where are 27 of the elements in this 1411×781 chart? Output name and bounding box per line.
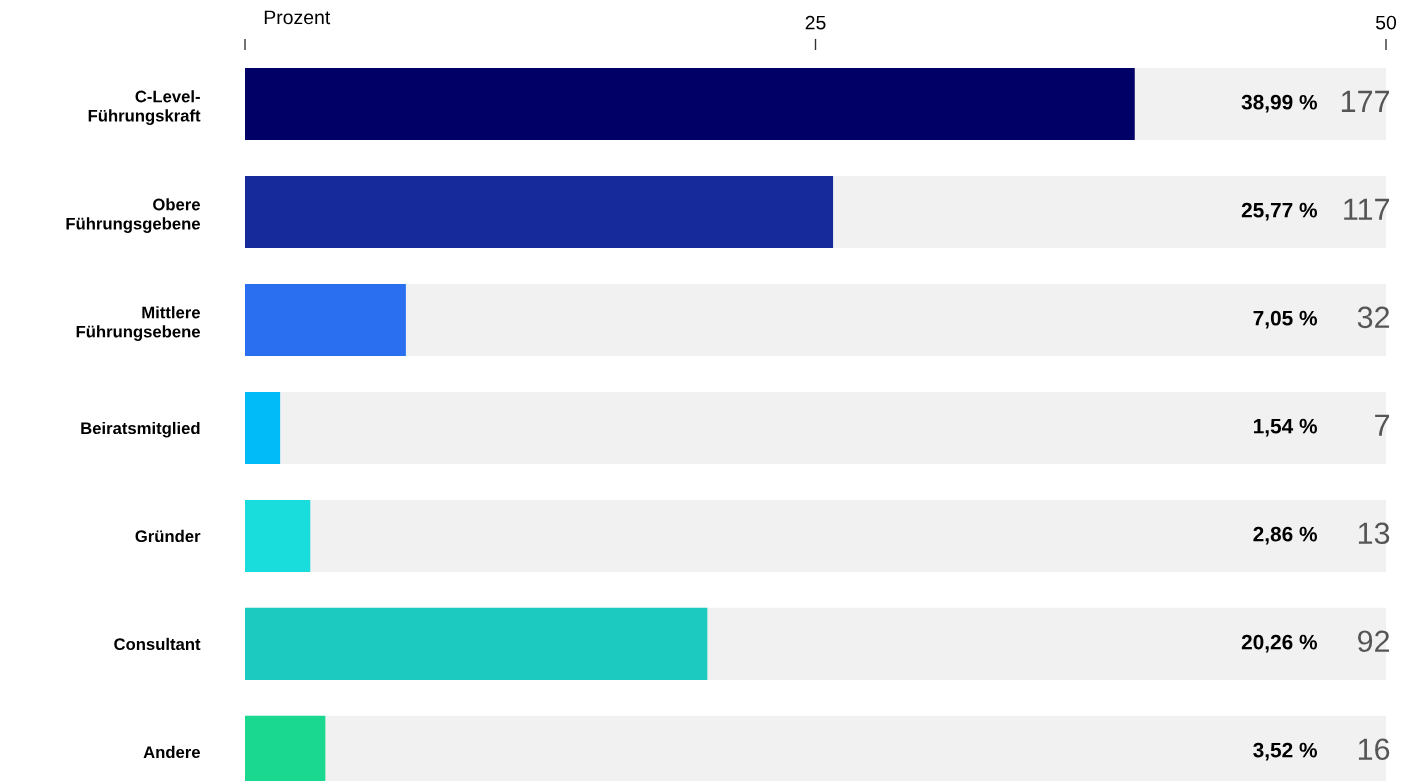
bar: [245, 499, 311, 572]
x-axis-title: Prozent: [264, 10, 331, 25]
y-tick-label: Andere: [143, 745, 200, 759]
y-tick-label: Gründer: [135, 529, 201, 543]
data-label: 1,54 %: [1254, 418, 1317, 437]
data-label: 3,52 %: [1253, 742, 1317, 761]
annotation: 13: [1358, 522, 1390, 545]
x-tick-label: 50: [1375, 15, 1397, 30]
data-label: 25,77 %: [1241, 202, 1317, 221]
data-label: 7,05 %: [1253, 310, 1317, 329]
y-tick-label: Obere Führungsgebene: [66, 198, 200, 233]
bar: [245, 283, 406, 356]
bar: [245, 391, 281, 464]
data-label: 38,99 %: [1241, 94, 1317, 113]
annotation: 16: [1358, 738, 1390, 761]
y-tick-label: Mittlere Führungsebene: [76, 306, 200, 341]
data-label: 2,86 %: [1253, 526, 1317, 545]
annotation: 92: [1358, 630, 1390, 653]
y-tick-label: Consultant: [114, 637, 201, 651]
annotation: 177: [1341, 90, 1390, 112]
data-label: 20,26 %: [1241, 634, 1317, 653]
y-tick-label: C-Level- Führungskraft: [88, 90, 201, 125]
annotation: 32: [1357, 306, 1390, 329]
annotation: 7: [1375, 414, 1390, 436]
annotation: 117: [1344, 198, 1390, 220]
x-tick-label: 25: [805, 15, 826, 30]
y-tick-label: Beiratsmitglied: [81, 421, 200, 438]
